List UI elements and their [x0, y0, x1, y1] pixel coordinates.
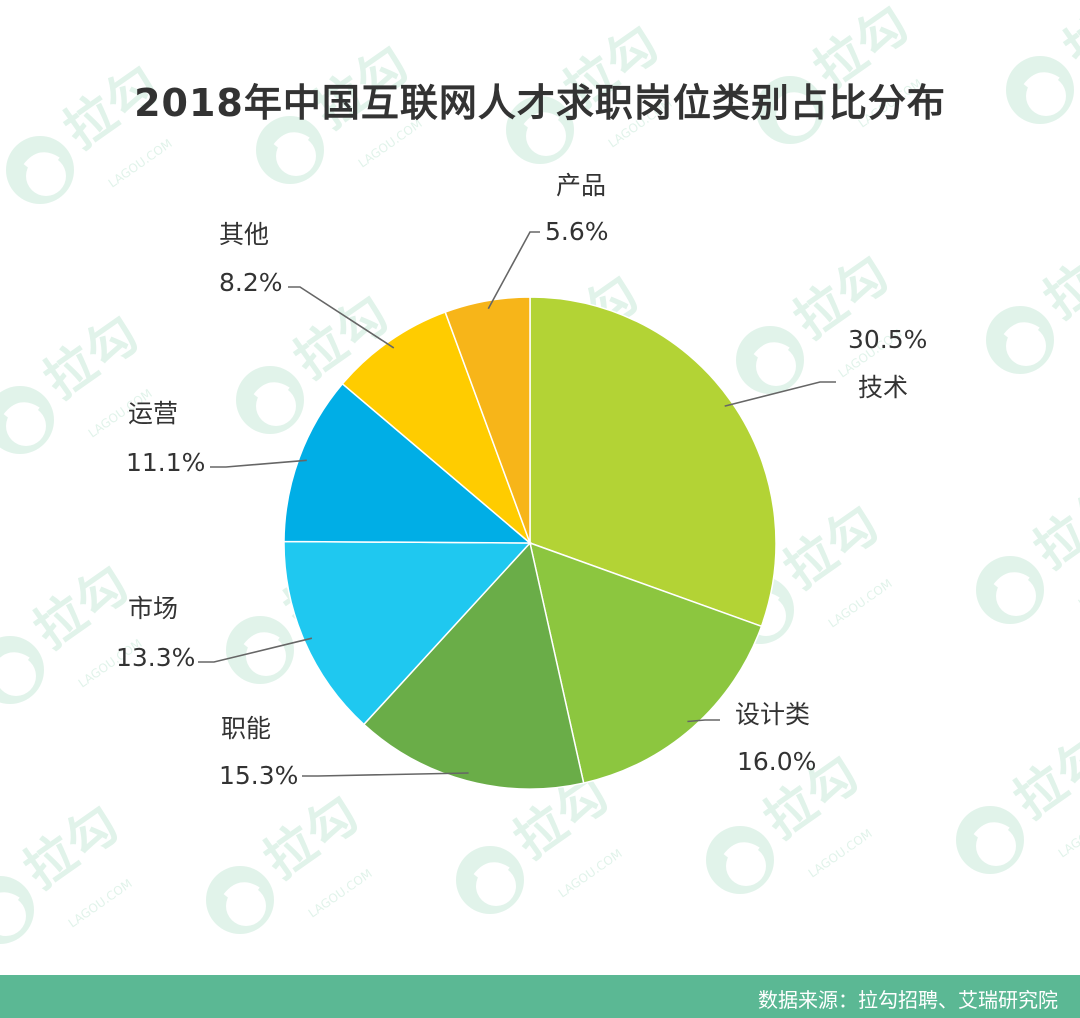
slice-value-label: 15.3%	[219, 761, 298, 790]
pie-slice	[444, 296, 531, 544]
pie-slice	[362, 541, 585, 790]
slice-value-label: 16.0%	[737, 747, 816, 776]
footer-band: 数据来源：拉勾招聘、艾瑞研究院	[0, 975, 1080, 1018]
pie-slice	[283, 382, 533, 544]
slice-name-label: 技术	[858, 373, 908, 402]
slice-value-label: 11.1%	[126, 448, 205, 477]
slice-value-label: 30.5%	[848, 325, 927, 354]
data-source-text: 数据来源：拉勾招聘、艾瑞研究院	[758, 988, 1058, 1012]
leader-line	[687, 719, 720, 723]
pie-slice	[283, 540, 532, 726]
slice-name-label: 其他	[219, 220, 269, 249]
slice-name-label: 设计类	[735, 700, 810, 729]
pie-slices	[283, 296, 777, 790]
leader-line	[302, 772, 469, 777]
slice-labels: 技术 30.5% 设计类 16.0% 职能 15.3% 市场 13.3% 运营 11.1% 其他 8.…	[116, 171, 927, 790]
slice-name-label: 职能	[221, 714, 271, 743]
pie-chart: 技术 30.5% 设计类 16.0% 职能 15.3% 市场 13.3% 运营 11.1% 其他 8.…	[116, 171, 927, 790]
slice-name-label: 产品	[556, 171, 606, 200]
slice-name-label: 市场	[128, 594, 178, 623]
leader-line	[487, 231, 540, 310]
chart-title: 2018年中国互联网人才求职岗位类别占比分布	[134, 81, 946, 125]
leader-line	[210, 459, 307, 468]
pie-slice	[341, 311, 532, 546]
leader-line	[288, 286, 395, 349]
slice-value-label: 8.2%	[219, 268, 283, 297]
leader-lines	[198, 231, 836, 777]
leader-line	[198, 637, 313, 663]
leader-line	[724, 381, 836, 407]
slice-value-label: 5.6%	[545, 217, 609, 246]
pie-slice	[529, 296, 777, 628]
slice-name-label: 运营	[128, 399, 178, 428]
pie-slice	[528, 541, 763, 784]
slice-value-label: 13.3%	[116, 643, 195, 672]
